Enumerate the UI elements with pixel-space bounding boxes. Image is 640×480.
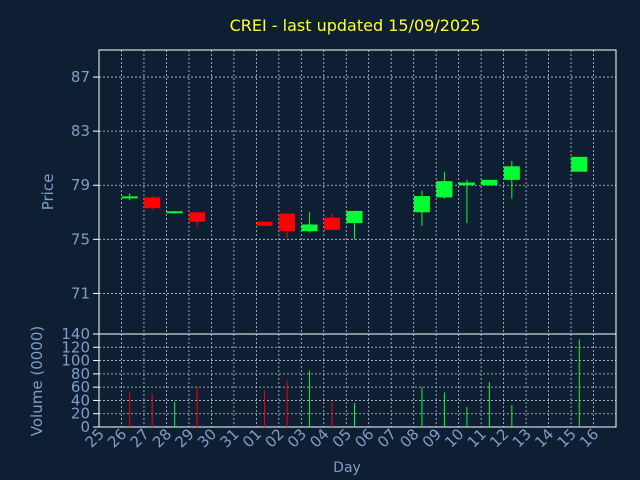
candle-body [256, 221, 273, 226]
price-tick-label: 87 [71, 68, 90, 86]
candle-body [481, 179, 498, 186]
candle-body [121, 196, 138, 199]
volume-panel: 0204060801001201402526272829303101020304… [61, 325, 617, 451]
candle-body [166, 211, 183, 214]
chart-title: CREI - last updated 15/09/2025 [230, 16, 481, 35]
price-tick-label: 75 [71, 230, 90, 248]
volume-tick-label: 0 [80, 418, 90, 436]
price-tick-label: 79 [71, 176, 90, 194]
volume-tick-label: 120 [61, 338, 90, 356]
volume-axis-label: Volume (0000) [28, 326, 46, 436]
price-tick-label: 83 [71, 122, 90, 140]
candle-body [279, 213, 296, 232]
price-frame [98, 49, 617, 335]
volume-frame [98, 333, 617, 428]
price-axis-label: Price [39, 174, 57, 211]
volume-tick-label: 80 [71, 365, 90, 383]
x-axis-label: Day [333, 460, 361, 476]
candle-body [571, 156, 588, 172]
candle-body [413, 196, 430, 213]
candle-body [346, 210, 363, 224]
candle-body [324, 217, 341, 230]
volume-tick-label: 140 [61, 325, 90, 343]
price-tick-label: 71 [71, 284, 90, 302]
candle-body [436, 181, 453, 198]
volume-tick-label: 40 [71, 391, 90, 409]
volume-tick-label: 20 [71, 405, 90, 423]
x-tick-label: 16 [576, 425, 602, 451]
volume-tick-label: 100 [61, 352, 90, 370]
volume-tick-label: 60 [71, 378, 90, 396]
candle-body [503, 166, 520, 180]
candle-body [458, 182, 475, 186]
candle-body [189, 212, 206, 222]
candle-body [144, 197, 161, 209]
price-panel: 71 75 79 83 87 [71, 49, 617, 335]
candle-body [301, 224, 318, 232]
